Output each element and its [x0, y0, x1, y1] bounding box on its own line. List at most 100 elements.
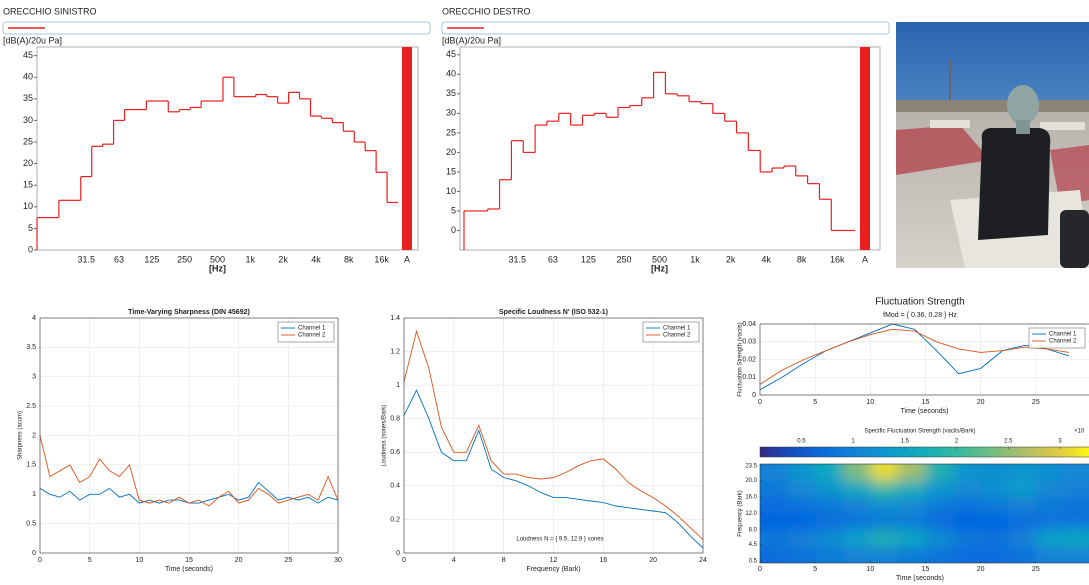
y-tick-label: 45: [446, 49, 456, 59]
colorbar-exponent: ×10: [1074, 429, 1085, 435]
heatmap-cell: [925, 464, 954, 481]
heatmap-cell: [760, 546, 788, 563]
heatmap-cell: [925, 530, 954, 547]
x-tick-label: 15: [922, 566, 930, 573]
legend-label: Channel 1: [1049, 332, 1077, 338]
x-axis-label: Time (seconds): [165, 566, 213, 573]
chart-title: Time-Varying Sharpness (DIN 45692): [128, 309, 250, 316]
heatmap-cell: [815, 480, 843, 497]
y-tick-label: 15: [23, 180, 33, 190]
heatmap-cell: [953, 513, 981, 530]
x-tick-label: 15: [922, 399, 930, 406]
x-tick-label: 5: [813, 566, 817, 573]
y-tick-label: 0.02: [742, 356, 756, 363]
heatmap-cell: [760, 480, 788, 497]
colorbar-tick-label: 1: [851, 439, 855, 445]
heatmap-cell: [953, 530, 981, 547]
y-tick-label: 1: [396, 382, 400, 389]
annotation: Loudness N = { 9.5, 12.9 } sones: [516, 537, 603, 543]
heatmap-cell: [953, 546, 981, 563]
y-tick-label: 25: [23, 136, 33, 146]
y-tick-label: 1: [32, 491, 36, 498]
x-tick-label: 10: [135, 557, 143, 564]
heatmap-cell: [787, 513, 816, 530]
y-tick-label: 15: [446, 166, 456, 176]
x-tick-label: 16k: [830, 254, 845, 264]
axes-box: [759, 323, 1089, 396]
x-tick-label: 25: [1032, 399, 1040, 406]
y-axis-label: [dB(A)/20u Pa]: [3, 35, 62, 45]
x-tick-label: 250: [616, 254, 631, 264]
axes-box: [759, 463, 1089, 564]
heatmap-cell: [897, 513, 926, 530]
heatmap-cell: [815, 464, 843, 481]
plot-frame: [36, 46, 419, 251]
y-tick-label: 3.5: [26, 344, 36, 351]
x-tick-label: 1k: [690, 254, 700, 264]
x-tick-label: 16: [599, 557, 607, 564]
heatmap-cell: [1035, 546, 1064, 563]
legend-box: [2, 21, 431, 35]
x-tick-label: 0: [38, 557, 42, 564]
colorbar: [759, 446, 1089, 458]
y-tick-label: 0: [32, 550, 36, 557]
heatmap-cell: [925, 480, 954, 497]
x-tick-label: 500: [652, 254, 667, 264]
y-axis-label: Frequency (Bark): [738, 490, 744, 536]
heatmap-cell: [1008, 464, 1036, 481]
x-tick-label: 125: [144, 254, 159, 264]
x-tick-label: 5: [88, 557, 92, 564]
photo: [896, 22, 1089, 268]
legend: [1028, 327, 1086, 349]
heatmap-cell: [787, 464, 816, 481]
y-tick-label: 0: [752, 392, 756, 399]
heatmap-cell: [980, 513, 1009, 530]
heatmap-cell: [787, 546, 816, 563]
y-axis-label: Loudness (sones/Bark): [382, 405, 388, 467]
heatmap-cell: [953, 480, 981, 497]
y-tick-label: 3: [32, 374, 36, 381]
total-bar: [860, 47, 870, 250]
y-axis-label: Fluctuation Strength (vacils): [738, 322, 744, 396]
legend-label: Channel 1: [663, 326, 691, 332]
y-tick-label: 0: [451, 225, 456, 235]
heatmap-cell: [1063, 480, 1089, 497]
y-tick-label: 12.0: [745, 511, 757, 517]
axes-box: [39, 317, 339, 554]
heatmap-cell: [1035, 530, 1064, 547]
heatmap-cell: [842, 480, 871, 497]
heatmap-cell: [842, 464, 871, 481]
colorbar-tick-label: 1.5: [901, 439, 910, 445]
x-tick-label: 31.5: [77, 254, 95, 264]
x-tick-label: 8k: [344, 254, 354, 264]
heatmap-cell: [815, 546, 843, 563]
y-tick-label: 0.2: [390, 516, 400, 523]
y-tick-label: 0: [28, 244, 33, 254]
heatmap-cell: [980, 464, 1009, 481]
heatmap-cell: [870, 480, 898, 497]
chart-subtitle: fMod = { 0.36, 0.28 } Hz: [883, 312, 957, 319]
heatmap-cells: [760, 464, 1089, 563]
x-tick-label: 24: [699, 557, 707, 564]
heatmap-cell: [1008, 546, 1036, 563]
legend-box: [441, 21, 890, 35]
y-tick-label: 0.5: [26, 520, 36, 527]
heatmap-cell: [897, 480, 926, 497]
heatmap-cell: [953, 464, 981, 481]
y-tick-label: 25: [446, 127, 456, 137]
heatmap-cell: [1063, 546, 1089, 563]
heatmap-cell: [1008, 513, 1036, 530]
heatmap-cell: [842, 497, 871, 514]
x-tick-label: 10: [866, 566, 874, 573]
heatmap: [760, 464, 1089, 563]
y-tick-label: 20: [446, 147, 456, 157]
chart-title: ORECCHIO DESTRO: [442, 6, 531, 16]
y-tick-label: 30: [23, 115, 33, 125]
x-tick-label: 31.5: [509, 254, 527, 264]
heatmap-cell: [980, 530, 1009, 547]
total-label: A: [862, 254, 868, 264]
colorbar-tick-label: 3: [1058, 439, 1062, 445]
x-axis-label: Time (seconds): [901, 408, 949, 415]
total-label: A: [404, 254, 410, 264]
